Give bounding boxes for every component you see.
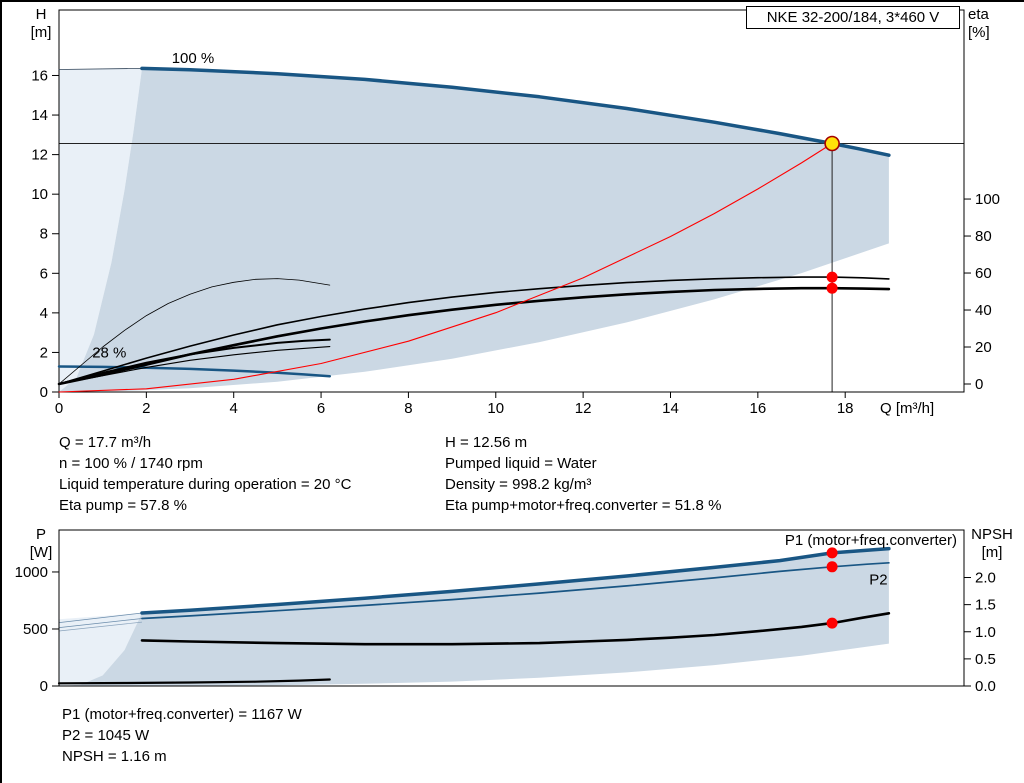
duty-point bbox=[824, 135, 840, 152]
qh-curve-28 bbox=[57, 365, 332, 378]
x-tick-label: 16 bbox=[749, 400, 766, 417]
y-left-tick-label: 6 bbox=[40, 265, 48, 282]
h-axis-label: H [m] bbox=[22, 6, 60, 42]
info-line-q: Q = 17.7 m³/h bbox=[59, 434, 152, 451]
operating-envelope-light bbox=[59, 68, 142, 393]
p1-extension bbox=[58, 612, 143, 623]
y-left-tick-label: 2 bbox=[40, 344, 48, 361]
speed-28-label: 28 % bbox=[92, 344, 126, 361]
x-tick-label: 2 bbox=[142, 400, 150, 417]
x-tick-label: 14 bbox=[662, 400, 679, 417]
y-left-tick-label: 4 bbox=[40, 305, 48, 322]
power-envelope-light bbox=[59, 613, 142, 686]
p-axis-label: P [W] bbox=[22, 526, 60, 562]
y-right-tick-label: 0.5 bbox=[975, 651, 996, 668]
info-line-p1: P1 (motor+freq.converter) = 1167 W bbox=[62, 706, 302, 723]
speed-100-label: 100 % bbox=[172, 50, 215, 67]
power-npsh-plot-border bbox=[58, 529, 965, 687]
y-left-tick-label: 8 bbox=[40, 226, 48, 243]
pump-model-title: NKE 32-200/184, 3*460 V bbox=[746, 6, 960, 29]
y-left-tick-label: 1000 bbox=[15, 564, 48, 581]
npsh-axis-label-symbol: NPSH bbox=[971, 526, 1013, 543]
y-right-tick-label: 0.0 bbox=[975, 678, 996, 695]
h-axis-label-symbol: H bbox=[35, 6, 47, 23]
npsh-axis-label: NPSH [m] bbox=[964, 526, 1020, 562]
info-line-liquid-temp: Liquid temperature during operation = 20… bbox=[59, 476, 352, 493]
y-right-tick-label: 40 bbox=[975, 302, 992, 319]
p2-dot bbox=[826, 561, 838, 573]
eta-axis-label-symbol: eta bbox=[968, 6, 989, 23]
eta-pump-100 bbox=[58, 276, 890, 385]
qh-extension-low bbox=[58, 68, 143, 70]
y-left-tick-label: 12 bbox=[31, 147, 48, 164]
x-tick-label: 12 bbox=[575, 400, 592, 417]
p2-label: P2 bbox=[869, 572, 887, 589]
x-tick-label: 0 bbox=[55, 400, 63, 417]
y-left-tick-label: 0 bbox=[40, 678, 48, 695]
system-curve bbox=[58, 142, 833, 393]
x-tick-label: 10 bbox=[487, 400, 504, 417]
x-axis-title: Q [m³/h] bbox=[880, 400, 934, 417]
eta-axis-label-unit: [%] bbox=[968, 24, 990, 41]
p-axis-label-symbol: P bbox=[35, 526, 46, 543]
x-tick-label: 6 bbox=[317, 400, 325, 417]
y-left-tick-label: 0 bbox=[40, 384, 48, 401]
qh-plot-border bbox=[58, 9, 965, 393]
operating-envelope bbox=[59, 68, 889, 393]
info-line-speed: n = 100 % / 1740 rpm bbox=[59, 455, 203, 472]
npsh-curve bbox=[140, 611, 891, 646]
y-right-tick-label: 80 bbox=[975, 228, 992, 245]
eta-pump-reduced bbox=[58, 278, 331, 385]
info-line-eta-pump: Eta pump = 57.8 % bbox=[59, 497, 187, 514]
y-right-tick-label: 20 bbox=[975, 339, 992, 356]
info-line-npsh: NPSH = 1.16 m bbox=[62, 748, 167, 765]
info-line-p2: P2 = 1045 W bbox=[62, 727, 150, 744]
power-info-block: P1 (motor+freq.converter) = 1167 W P2 = … bbox=[62, 704, 302, 767]
p1-dot bbox=[826, 547, 838, 559]
x-tick-label: 4 bbox=[230, 400, 238, 417]
info-line-h: H = 12.56 m bbox=[445, 434, 528, 451]
y-right-tick-label: 2.0 bbox=[975, 570, 996, 587]
eta-pump-dot bbox=[826, 271, 838, 283]
p1-curve bbox=[140, 546, 891, 615]
p1-label: P1 (motor+freq.converter) bbox=[785, 532, 957, 549]
y-right-tick-label: 60 bbox=[975, 265, 992, 282]
y-right-tick-label: 1.5 bbox=[975, 597, 996, 614]
p2-extension bbox=[58, 618, 143, 628]
info-line-density: Density = 998.2 kg/m³ bbox=[445, 476, 592, 493]
npsh-dot bbox=[826, 617, 838, 629]
duty-info-left-column: Q = 17.7 m³/h n = 100 % / 1740 rpm Liqui… bbox=[59, 432, 351, 516]
info-line-pumped-liquid: Pumped liquid = Water bbox=[445, 455, 597, 472]
power-envelope bbox=[59, 548, 889, 686]
y-left-tick-label: 500 bbox=[23, 621, 48, 638]
eta-axis-label: eta [%] bbox=[968, 6, 1012, 42]
y-left-tick-label: 14 bbox=[31, 107, 48, 124]
p-axis-label-unit: [W] bbox=[29, 544, 53, 561]
info-line-eta-total: Eta pump+motor+freq.converter = 51.8 % bbox=[445, 497, 722, 514]
eta-total-reduced-b bbox=[58, 346, 331, 385]
x-tick-label: 18 bbox=[837, 400, 854, 417]
eta-total-dot bbox=[826, 282, 838, 294]
eta-total-reduced-a bbox=[58, 338, 331, 385]
npsh-axis-label-unit: [m] bbox=[981, 544, 1003, 561]
y-left-tick-label: 10 bbox=[31, 186, 48, 203]
y-right-tick-label: 0 bbox=[975, 376, 983, 393]
y-right-tick-label: 100 bbox=[975, 191, 1000, 208]
x-tick-label: 8 bbox=[404, 400, 412, 417]
y-right-tick-label: 1.0 bbox=[975, 624, 996, 641]
p2-curve bbox=[141, 561, 890, 620]
npsh-curve-reduced bbox=[57, 678, 331, 685]
p-extension-3 bbox=[58, 621, 143, 632]
h-axis-label-unit: [m] bbox=[30, 24, 52, 41]
duty-info-right-column: H = 12.56 m Pumped liquid = Water Densit… bbox=[445, 432, 721, 516]
y-left-tick-label: 16 bbox=[31, 67, 48, 84]
